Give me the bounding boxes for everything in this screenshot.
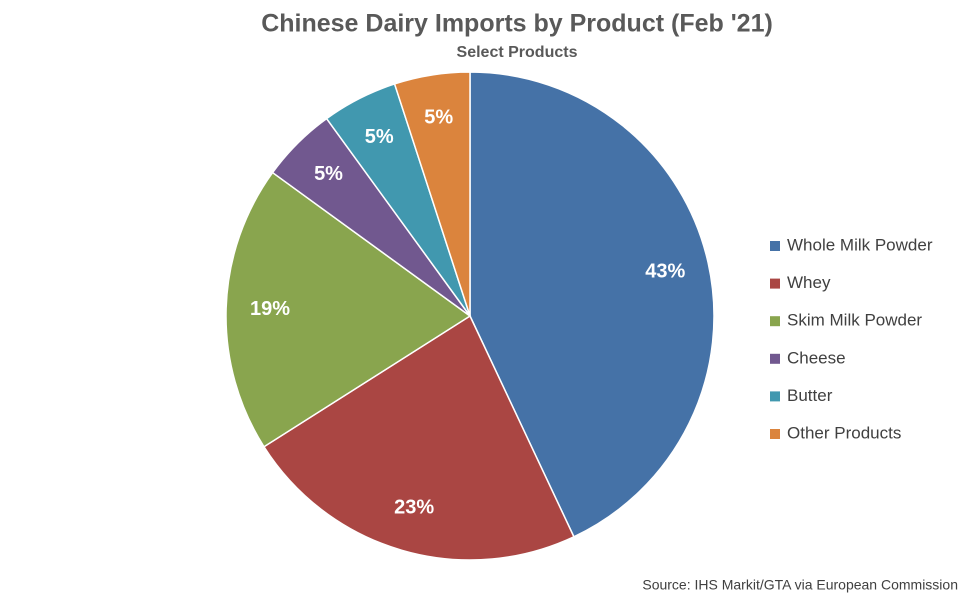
legend-label: Butter [787,386,833,405]
pie-slice [469,71,715,538]
legend-label: Whole Milk Powder [787,235,933,254]
legend-label: Other Products [787,423,901,442]
data-label: 19% [250,298,290,320]
data-label: 5% [314,163,343,185]
pie-slice [225,171,472,448]
data-label: 43% [645,261,685,283]
pie-slice [262,314,575,561]
chart-subtitle: Select Products [457,44,578,61]
data-label: 5% [365,126,394,148]
legend-swatch [770,429,780,439]
data-label: 5% [424,107,453,129]
legend-swatch [770,353,780,364]
legend-swatch [770,316,780,327]
legend-label: Skim Milk Powder [787,311,922,330]
legend-swatch [770,391,780,402]
legend-swatch [770,241,780,251]
pie-slice [393,71,471,317]
chart-title: Chinese Dairy Imports by Product (Feb '2… [261,10,773,38]
source-note: Source: IHS Markit/GTA via European Comm… [642,577,958,593]
legend-swatch [770,278,780,289]
legend-label: Cheese [787,348,846,367]
legend-label: Whey [787,273,831,292]
data-label: 23% [394,496,434,518]
